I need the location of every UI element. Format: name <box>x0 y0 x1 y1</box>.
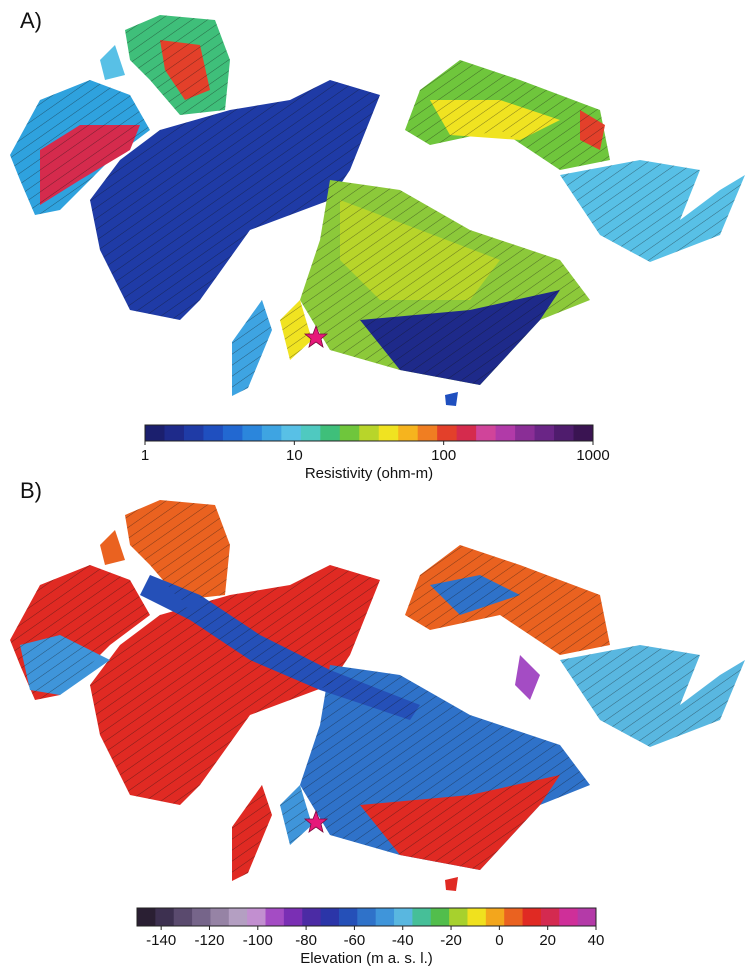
colorbar-segment <box>266 908 285 926</box>
colorbar-segment <box>394 908 413 926</box>
colorbar-segment <box>578 908 597 926</box>
colorbar-segment <box>242 425 262 441</box>
colorbar-segment <box>301 425 321 441</box>
colorbar-segment <box>541 908 560 926</box>
map-b <box>10 500 745 891</box>
colorbar-segment <box>376 908 395 926</box>
colorbar-segment <box>467 908 486 926</box>
colorbar-segment <box>284 908 303 926</box>
colorbar-segment <box>302 908 321 926</box>
colorbar-segment <box>457 425 477 441</box>
colorbar-segment <box>559 908 578 926</box>
colorbar-tick-label: -100 <box>243 932 273 949</box>
colorbar-segment <box>339 908 358 926</box>
panel-label: A) <box>20 8 42 33</box>
figure: A) B) 1 10 100 1000 Resistivity (ohm-m) -140 -… <box>0 0 752 976</box>
colorbar-segment <box>281 425 301 441</box>
colorbar-segment <box>496 425 516 441</box>
colorbar-segment <box>247 908 266 926</box>
colorbar-segment <box>523 908 542 926</box>
colorbar-segment <box>223 425 243 441</box>
colorbar-segment <box>554 425 574 441</box>
colorbar-tick-label: 1000 <box>576 447 609 464</box>
colorbar-tick-label: -20 <box>440 932 462 949</box>
colorbar-segment <box>320 425 340 441</box>
colorbar-label: Resistivity (ohm-m) <box>305 465 433 482</box>
colorbar-tick-label: 10 <box>286 447 303 464</box>
colorbar-segment <box>486 908 505 926</box>
colorbar-segment <box>155 908 174 926</box>
map-a <box>10 15 745 406</box>
panel-label: B) <box>20 478 42 503</box>
colorbar-segment <box>476 425 496 441</box>
colorbar-tick-label: 0 <box>495 932 503 949</box>
colorbar-segment <box>379 425 399 441</box>
colorbar-segment <box>418 425 438 441</box>
colorbar-segment <box>412 908 431 926</box>
colorbar-tick-label: -40 <box>392 932 414 949</box>
colorbar-segment <box>145 425 165 441</box>
colorbar-segment <box>321 908 340 926</box>
colorbar-segment <box>437 425 457 441</box>
colorbar-tick-label: 40 <box>588 932 605 949</box>
colorbar-segment <box>192 908 211 926</box>
colorbar-tick-label: -60 <box>344 932 366 949</box>
colorbar-tick-label: -140 <box>146 932 176 949</box>
colorbar-segment <box>203 425 223 441</box>
colorbar-segment <box>340 425 360 441</box>
colorbar-segment <box>229 908 248 926</box>
colorbar-segment <box>184 425 204 441</box>
colorbar-segment <box>574 425 594 441</box>
colorbar-segment <box>137 908 156 926</box>
colorbar-segment <box>262 425 282 441</box>
colorbar-segment <box>359 425 379 441</box>
colorbar-tick-label: 100 <box>431 447 456 464</box>
colorbar-segment <box>535 425 555 441</box>
colorbar-segment <box>164 425 184 441</box>
colorbar-segment <box>515 425 535 441</box>
colorbar-segment <box>174 908 193 926</box>
colorbar-segment <box>398 425 418 441</box>
colorbar-tick-label: -120 <box>194 932 224 949</box>
colorbar-segment <box>357 908 376 926</box>
colorbar-segment <box>431 908 450 926</box>
colorbar-tick-label: -80 <box>295 932 317 949</box>
colorbar-tick-label: 20 <box>539 932 556 949</box>
colorbar-segment <box>210 908 229 926</box>
colorbar-tick-label: 1 <box>141 447 149 464</box>
colorbar-segment <box>504 908 523 926</box>
colorbar-segment <box>449 908 468 926</box>
colorbar-label: Elevation (m a. s. l.) <box>300 950 433 967</box>
